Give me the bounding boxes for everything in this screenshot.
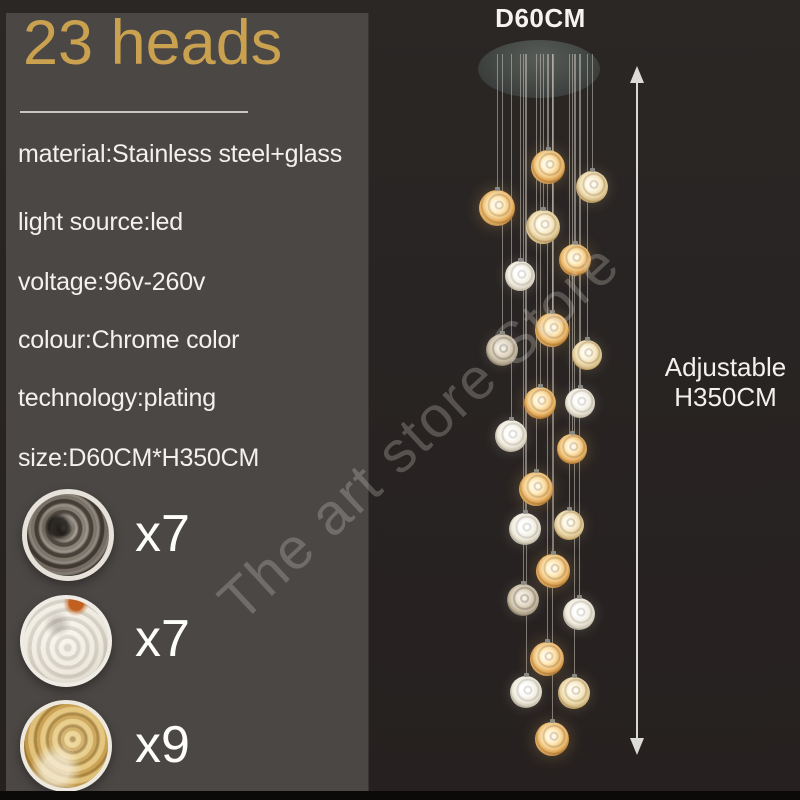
amber-count-label: x9 [135,716,190,774]
title-divider [20,111,248,113]
pendant-glass-ball [554,507,584,540]
spec-colour: colour:Chrome color [18,326,240,354]
pendant-wire [510,54,512,420]
pendant-glass-ball [526,207,560,244]
pendant-glass-ball [563,595,595,630]
pendant-glass-ball [486,331,518,366]
pendant-wire [535,54,537,472]
smoke-count-label: x7 [135,505,190,563]
pendant-glass-ball [576,168,608,203]
arrow-up-icon [630,66,644,83]
pendant-glass-ball [479,187,515,226]
arrow-down-icon [630,738,644,755]
pendant-glass-ball [524,384,556,419]
pendant-glass-ball [531,147,565,184]
spec-material: material:Stainless steel+glass [18,140,343,168]
adjustable-text: Adjustable [664,352,787,382]
pendant-wire [568,54,570,510]
pendant-wire [546,54,548,642]
pendant-glass-ball [530,639,564,676]
height-label: Adjustable H350CM [648,352,800,412]
pendant-wire [542,54,544,210]
pendant-glass-ball [535,310,569,347]
pendant-glass-ball [559,241,591,276]
pendant-glass-ball [509,510,541,545]
spec-size: size:D60CM*H350CM [18,444,260,472]
clear-count-label: x7 [135,610,190,668]
pendant-glass-ball [557,431,587,464]
pendant-glass-ball [507,581,539,616]
height-arrow-shaft [636,82,638,738]
pendant-wire [579,54,581,388]
smoke-glass-swatch [22,489,114,581]
spec-technology: technology:plating [18,384,216,412]
clear-glass-swatch [20,595,112,687]
pendant-wire [574,54,576,244]
spec-voltage: voltage:96v-260v [18,268,206,296]
pendant-wire [573,54,575,677]
heads-count-title: 23 heads [23,8,283,78]
pendant-glass-ball [495,417,527,452]
pendant-glass-ball [565,385,595,418]
diameter-label: D60CM [495,3,586,33]
height-value-text: H350CM [674,382,777,412]
pendant-wire [496,54,498,190]
bottom-border [0,791,800,800]
pendant-glass-ball [505,258,535,291]
pendant-glass-ball [535,719,569,756]
pendant-wire [551,54,553,722]
spec-light-source: light source:led [18,208,183,236]
pendant-glass-ball [519,469,553,506]
pendant-wire [519,54,521,261]
pendant-wire [591,54,593,171]
pendant-glass-ball [572,337,602,370]
pendant-wire [547,54,549,150]
pendant-wire [578,54,580,598]
pendant-wire [552,54,554,554]
pendant-wire [522,54,524,584]
pendant-glass-ball [558,674,590,709]
pendant-glass-ball [536,551,570,588]
amber-glass-swatch [20,700,112,792]
pendant-glass-ball [510,673,542,708]
pendant-wire [525,54,527,676]
